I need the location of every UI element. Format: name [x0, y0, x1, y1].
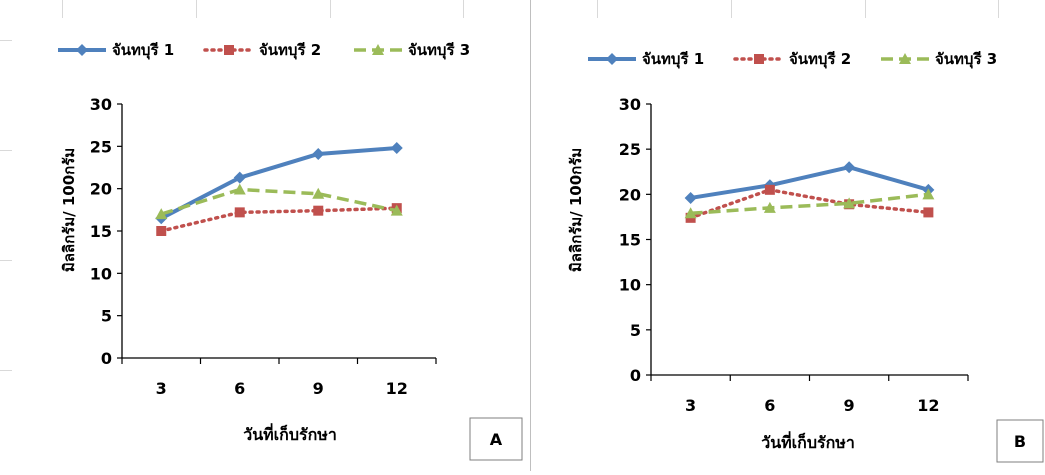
sheet-gridline: [998, 0, 999, 18]
chart-panel-a: จันทบุรี 1 จันทบุรี 2 จันทบุรี 3 0 5 10 15 20 25…: [58, 41, 523, 461]
sheet-gridline: [0, 150, 12, 151]
x-tick-label: 12: [386, 379, 408, 398]
data-point: [390, 204, 403, 216]
y-tick-label: 30: [90, 95, 112, 114]
y-tick-label: 0: [101, 349, 112, 368]
y-tick-label: 30: [619, 95, 641, 114]
data-point: [313, 205, 324, 216]
legend-label: จันทบุรี 1: [112, 41, 174, 60]
x-axis-title: วันที่เก็บรักษา: [243, 423, 337, 444]
panel-label: A: [490, 430, 503, 449]
legend-label: จันทบุรี 1: [642, 50, 704, 69]
legend-label: จันทบุรี 3: [935, 50, 997, 69]
data-point: [922, 188, 935, 200]
sheet-gridline: [330, 0, 331, 18]
legend-marker: [606, 53, 618, 65]
data-point: [923, 207, 934, 218]
y-axis-title: มิลลิกรัม/ 100กรัม: [60, 148, 78, 272]
x-tick-label: 3: [685, 396, 696, 415]
y-tick-label: 20: [619, 185, 641, 204]
series-2: [685, 184, 934, 223]
sheet-gridline: [731, 0, 732, 18]
data-point: [684, 207, 697, 219]
chart-a-svg: จันทบุรี 1 จันทบุรี 2 จันทบุรี 3 0 5 10 15 20 25…: [58, 41, 523, 461]
panel-divider: [530, 0, 531, 471]
series-line: [690, 192, 929, 216]
sheet-gridline: [0, 40, 12, 41]
y-tick-label: 15: [619, 231, 641, 250]
legend-label: จันทบุรี 3: [408, 41, 470, 60]
chart-b-svg: จันทบุรี 1 จันทบุรี 2 จันทบุรี 3 0 5 10 15 20 25…: [567, 50, 1044, 463]
y-tick-label: 5: [101, 307, 112, 326]
x-tick-label: 3: [156, 379, 167, 398]
panel-label-box: [996, 419, 1044, 463]
legend-marker: [372, 44, 384, 55]
data-point: [312, 147, 325, 160]
sheet-gridline: [597, 0, 598, 18]
data-point: [233, 183, 246, 195]
panel-label: B: [1014, 432, 1026, 451]
series-3: [684, 188, 935, 219]
legend-marker: [76, 44, 88, 56]
x-tick-label: 9: [844, 396, 855, 415]
y-tick-label: 15: [90, 222, 112, 241]
y-tick-label: 10: [619, 276, 641, 295]
series-2: [156, 203, 402, 236]
series-line: [160, 187, 398, 216]
legend-label: จันทบุรี 2: [259, 41, 321, 60]
data-point: [684, 191, 697, 204]
sheet-gridline: [62, 0, 63, 18]
data-point: [234, 207, 245, 218]
legend: จันทบุรี 1 จันทบุรี 2 จันทบุรี 3: [58, 41, 470, 60]
series-line: [159, 206, 399, 233]
data-point: [764, 184, 775, 195]
data-point: [156, 226, 167, 236]
legend: จันทบุรี 1 จันทบุรี 2 จันทบุรี 3: [588, 50, 997, 69]
y-tick-label: 20: [90, 180, 112, 199]
x-axis-title: วันที่เก็บรักษา: [761, 431, 855, 452]
legend-label: จันทบุรี 2: [789, 50, 851, 69]
series-line: [160, 146, 397, 221]
chart-panel-b: จันทบุรี 1 จันทบุรี 2 จันทบุรี 3 0 5 10 15 20 25…: [531, 0, 1045, 471]
sheet-gridline: [0, 370, 12, 371]
series-line: [690, 165, 929, 200]
y-tick-label: 25: [619, 140, 641, 159]
legend-marker: [754, 54, 764, 64]
sheet-gridline: [0, 260, 12, 261]
y-axis-title: มิลลิกรัม/ 100กรัม: [567, 148, 585, 272]
y-tick-label: 5: [630, 321, 641, 340]
series-3: [155, 183, 403, 220]
data-point: [843, 197, 856, 209]
sheet-gridline: [865, 0, 866, 18]
legend-marker: [899, 53, 911, 64]
data-point: [155, 208, 168, 220]
data-point: [312, 187, 325, 199]
y-tick-label: 25: [90, 137, 112, 156]
y-tick-label: 0: [630, 366, 641, 385]
x-tick-label: 9: [313, 379, 324, 398]
sheet-gridline: [463, 0, 464, 18]
data-point: [763, 201, 776, 213]
series-line: [688, 188, 931, 220]
sheet-gridline: [196, 0, 197, 18]
panel-label-box: [469, 417, 523, 461]
x-tick-label: 6: [234, 379, 245, 398]
data-point: [233, 171, 246, 184]
y-tick-label: 10: [90, 264, 112, 283]
data-point: [390, 142, 403, 155]
legend-marker: [224, 45, 234, 55]
data-point: [843, 161, 856, 174]
x-tick-label: 6: [764, 396, 775, 415]
x-tick-label: 12: [917, 396, 939, 415]
